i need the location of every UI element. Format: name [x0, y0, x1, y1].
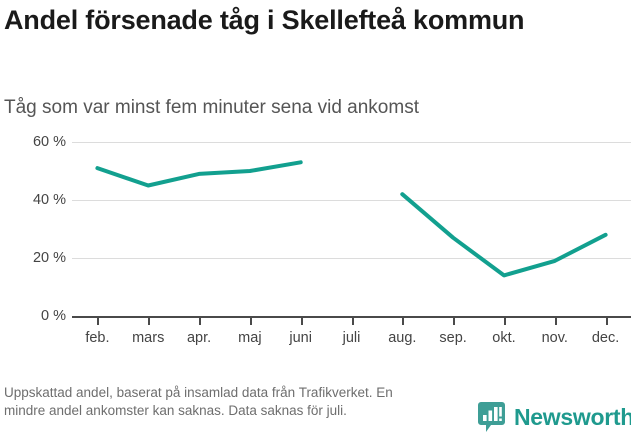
x-axis-tick [554, 316, 557, 325]
x-axis-tick [503, 316, 506, 325]
chart-plot-area: 0 % 20 % 40 % 60 % [0, 130, 631, 330]
x-axis-tick-label: sep. [439, 330, 467, 346]
footer-note: Uppskattad andel, baserat på insamlad da… [4, 385, 393, 418]
x-axis-tick [402, 316, 405, 325]
y-axis-tick-label: 40 % [32, 192, 66, 208]
x-axis-tick [453, 316, 456, 325]
x-axis-ticks [72, 316, 631, 325]
x-axis-tick-label: dec. [591, 330, 620, 346]
x-axis-tick-label: juni [289, 330, 312, 346]
x-axis-tick-label: maj [238, 330, 262, 346]
gridline [72, 200, 631, 201]
x-axis-tick-label: nov. [541, 330, 568, 346]
y-axis-tick-label: 20 % [32, 250, 66, 266]
x-axis-tick [97, 316, 100, 325]
x-axis-tick-label: apr. [186, 330, 212, 346]
gridline [72, 258, 631, 259]
x-axis-tick [148, 316, 151, 325]
x-axis-tick [199, 316, 202, 325]
bar-chart-speech-bubble-icon [478, 402, 505, 432]
x-axis-tick [351, 316, 354, 325]
y-axis-tick-label: 0 % [41, 308, 66, 324]
brand-name: Newsworthy [514, 403, 631, 430]
newsworthy-logo: Newsworthy [478, 401, 631, 433]
x-axis-tick-label: mars [132, 330, 165, 346]
series-line [95, 160, 608, 278]
x-axis-tick-label: aug. [388, 330, 417, 346]
x-axis-labels: feb. mars apr. maj juni juli aug. sep. okt. nov. d… [72, 330, 631, 356]
gridline [72, 142, 631, 143]
x-axis-tick [300, 316, 303, 325]
x-axis-tick-label: okt. [492, 330, 516, 346]
y-axis-labels: 0 % 20 % 40 % 60 % [0, 130, 66, 330]
y-axis-tick-label: 60 % [32, 134, 66, 150]
x-axis-tick-label: feb. [85, 330, 110, 346]
page-title: Andel försenade tåg i Skellefteå kommun [4, 5, 525, 35]
x-axis-tick [249, 316, 252, 325]
chart-subtitle: Tåg som var minst fem minuter sena vid a… [4, 97, 419, 118]
x-axis-tick-label: juli [342, 330, 361, 346]
x-axis-tick [605, 316, 608, 325]
